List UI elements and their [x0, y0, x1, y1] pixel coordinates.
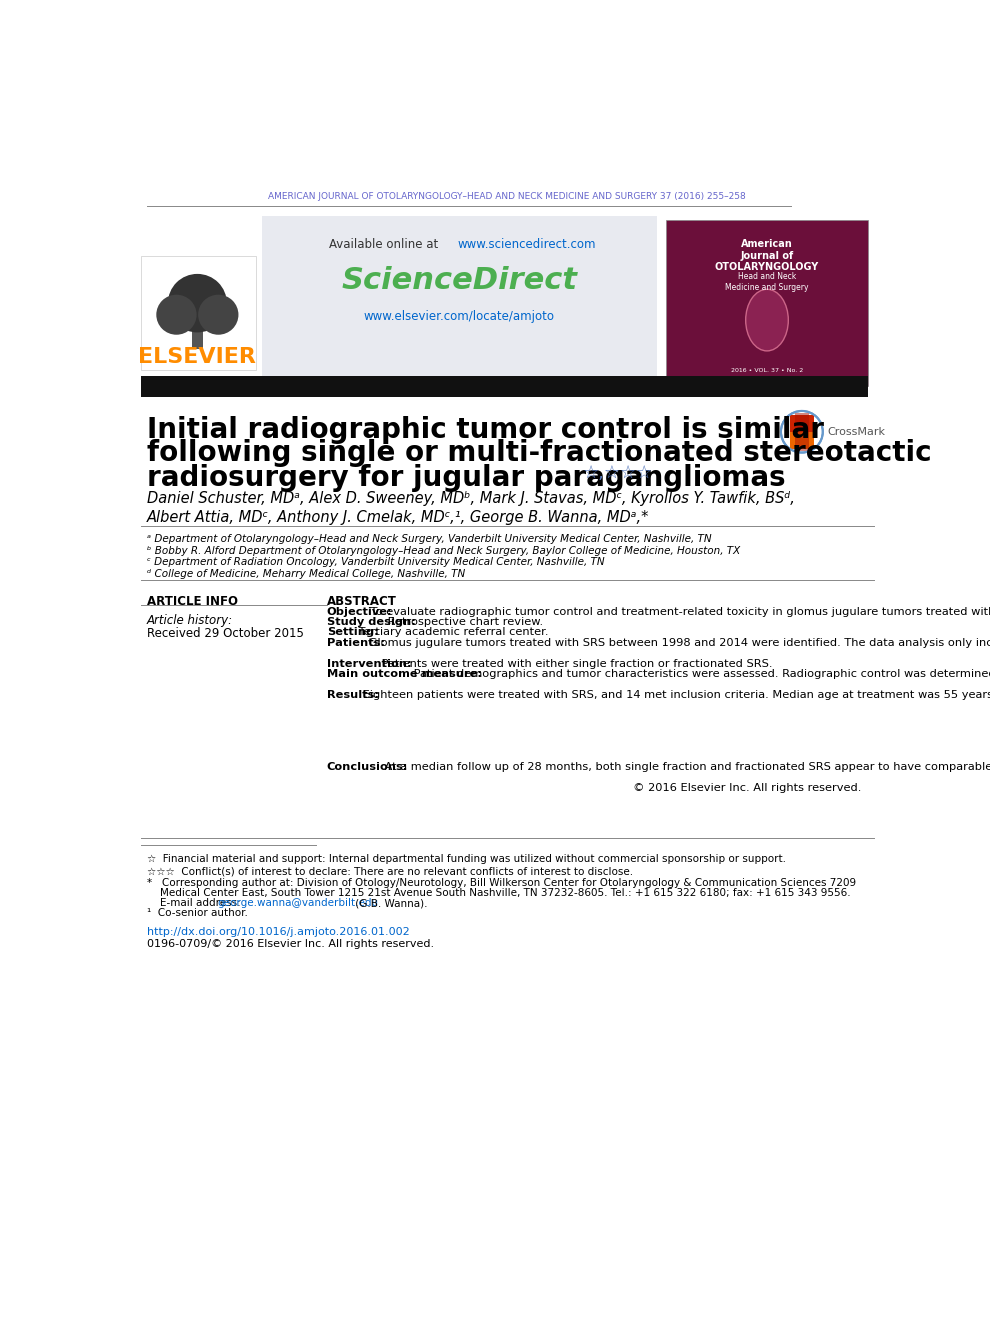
Text: Intervention:: Intervention: [327, 659, 412, 668]
Text: http://dx.doi.org/10.1016/j.amjoto.2016.01.002: http://dx.doi.org/10.1016/j.amjoto.2016.… [147, 927, 410, 937]
Text: 0196-0709/© 2016 Elsevier Inc. All rights reserved.: 0196-0709/© 2016 Elsevier Inc. All right… [147, 940, 435, 949]
Ellipse shape [745, 289, 788, 351]
Text: Conclusions:: Conclusions: [327, 763, 408, 772]
Text: Article history:: Article history: [147, 614, 233, 627]
Text: To evaluate radiographic tumor control and treatment-related toxicity in glomus : To evaluate radiographic tumor control a… [367, 607, 990, 616]
Text: ᶜ Department of Radiation Oncology, Vanderbilt University Medical Center, Nashvi: ᶜ Department of Radiation Oncology, Vand… [147, 557, 605, 568]
Text: ᵃ Department of Otolaryngology–Head and Neck Surgery, Vanderbilt University Medi: ᵃ Department of Otolaryngology–Head and … [147, 535, 712, 544]
Text: ᵈ College of Medicine, Meharry Medical College, Nashville, TN: ᵈ College of Medicine, Meharry Medical C… [147, 569, 465, 578]
Text: Setting:: Setting: [327, 627, 378, 638]
Text: Eighteen patients were treated with SRS, and 14 met inclusion criteria. Median a: Eighteen patients were treated with SRS,… [359, 689, 990, 700]
Text: Patients:: Patients: [327, 638, 385, 648]
Text: Received 29 October 2015: Received 29 October 2015 [147, 627, 304, 640]
Text: Daniel Schuster, MDᵃ, Alex D. Sweeney, MDᵇ, Mark J. Stavas, MDᶜ, Kyrollos Y. Taw: Daniel Schuster, MDᵃ, Alex D. Sweeney, M… [147, 491, 795, 506]
Circle shape [781, 411, 823, 453]
Text: radiosurgery for jugular paragangliomas: radiosurgery for jugular paragangliomas [147, 465, 786, 492]
Polygon shape [790, 414, 814, 432]
Text: Albert Attia, MDᶜ, Anthony J. Cmelak, MDᶜ,¹, George B. Wanna, MDᵃ,*: Albert Attia, MDᶜ, Anthony J. Cmelak, MD… [147, 511, 649, 525]
Text: Tertiary academic referral center.: Tertiary academic referral center. [355, 627, 549, 638]
Text: Objective:: Objective: [327, 607, 392, 616]
Text: ☆,☆☆☆: ☆,☆☆☆ [582, 465, 652, 482]
Text: Retrospective chart review.: Retrospective chart review. [384, 616, 544, 627]
Text: Medical Center East, South Tower 1215 21st Avenue South Nashville, TN 37232-8605: Medical Center East, South Tower 1215 21… [147, 888, 850, 899]
Polygon shape [790, 432, 814, 449]
Text: ☆  Financial material and support: Internal departmental funding was utilized wi: ☆ Financial material and support: Intern… [147, 854, 786, 863]
Text: Glomus jugulare tumors treated with SRS between 1998 and 2014 were identified. T: Glomus jugulare tumors treated with SRS … [364, 638, 990, 648]
Circle shape [168, 275, 227, 333]
Text: ARTICLE INFO: ARTICLE INFO [147, 595, 238, 609]
Text: george.wanna@vanderbilt.edu: george.wanna@vanderbilt.edu [218, 899, 378, 908]
Text: Patients were treated with either single fraction or fractionated SRS.: Patients were treated with either single… [378, 659, 772, 668]
Text: ¹  Co-senior author.: ¹ Co-senior author. [147, 908, 248, 919]
Text: Initial radiographic tumor control is similar: Initial radiographic tumor control is si… [147, 416, 824, 445]
Text: Head and Neck
Medicine and Surgery: Head and Neck Medicine and Surgery [726, 272, 809, 292]
Polygon shape [192, 313, 203, 350]
Text: CrossMark: CrossMark [828, 426, 885, 437]
Text: ELSEVIER: ELSEVIER [139, 347, 256, 367]
Bar [141, 256, 255, 370]
Text: At a median follow up of 28 months, both single fraction and fractionated SRS ap: At a median follow up of 28 months, both… [381, 763, 990, 772]
Text: following single or multi-fractionated stereotactic: following single or multi-fractionated s… [147, 440, 932, 467]
Text: Patient demographics and tumor characteristics were assessed. Radiographic contr: Patient demographics and tumor character… [410, 669, 990, 678]
Bar [261, 216, 657, 378]
Polygon shape [795, 412, 809, 451]
Text: Main outcome measure:: Main outcome measure: [327, 669, 482, 678]
Text: ABSTRACT: ABSTRACT [327, 595, 397, 609]
Text: ᵇ Bobby R. Alford Department of Otolaryngology–Head and Neck Surgery, Baylor Col: ᵇ Bobby R. Alford Department of Otolaryn… [147, 545, 741, 556]
Text: 2016 • VOL. 37 • No. 2: 2016 • VOL. 37 • No. 2 [731, 368, 803, 372]
Text: *   Corresponding author at: Division of Otology/Neurotology, Bill Wilkerson Cen: * Corresponding author at: Division of O… [147, 878, 856, 888]
Text: © 2016 Elsevier Inc. All rights reserved.: © 2016 Elsevier Inc. All rights reserved… [634, 783, 861, 793]
Bar [666, 220, 868, 385]
Text: www.elsevier.com/locate/amjoto: www.elsevier.com/locate/amjoto [364, 310, 554, 323]
Text: E-mail address:: E-mail address: [147, 899, 244, 908]
Text: American
Journal of
OTOLARYNGOLOGY: American Journal of OTOLARYNGOLOGY [715, 239, 819, 272]
Bar [141, 376, 868, 397]
Text: ScienceDirect: ScienceDirect [342, 265, 577, 294]
Circle shape [156, 294, 197, 335]
Text: Available online at: Available online at [329, 238, 443, 251]
Text: AMERICAN JOURNAL OF OTOLARYNGOLOGY–HEAD AND NECK MEDICINE AND SURGERY 37 (2016) : AMERICAN JOURNAL OF OTOLARYNGOLOGY–HEAD … [268, 193, 746, 202]
Text: ☆☆☆  Conflict(s) of interest to declare: There are no relevant conflicts of inte: ☆☆☆ Conflict(s) of interest to declare: … [147, 866, 634, 876]
Text: www.sciencedirect.com: www.sciencedirect.com [457, 238, 596, 251]
Text: (G.B. Wanna).: (G.B. Wanna). [352, 899, 428, 908]
Text: Study design:: Study design: [327, 616, 416, 627]
Text: Results:: Results: [327, 689, 379, 700]
Circle shape [198, 294, 239, 335]
